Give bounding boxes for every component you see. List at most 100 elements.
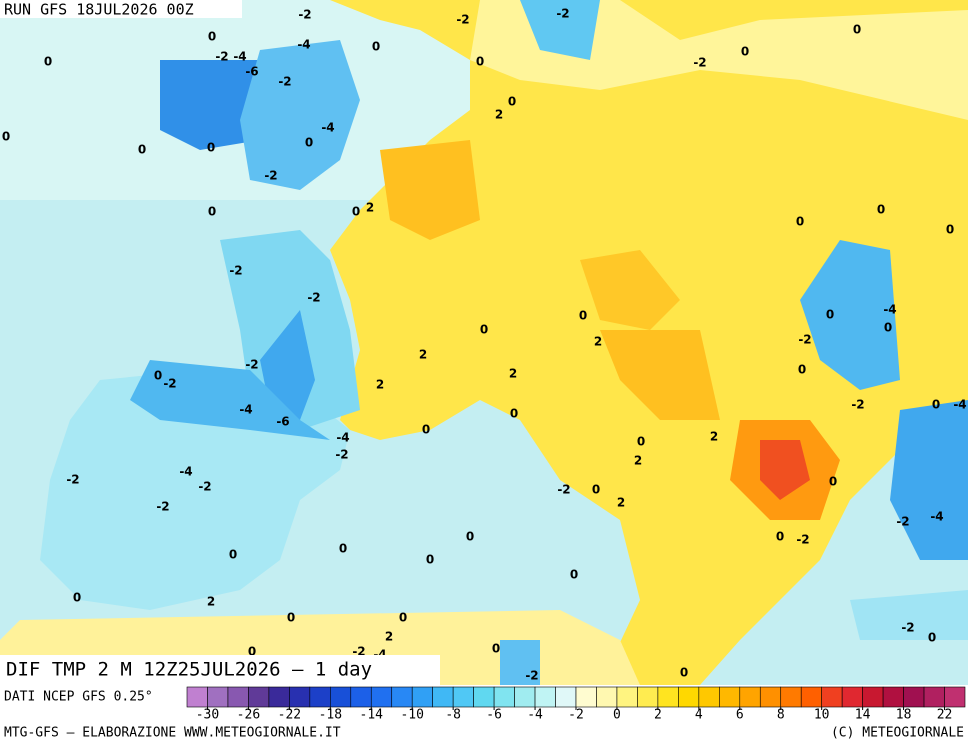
legend-tick-label: -10	[400, 708, 423, 723]
contour-label: -6	[245, 65, 258, 79]
legend-swatch	[596, 686, 618, 708]
run-label: RUN GFS 18JUL2026 00Z	[4, 1, 194, 19]
contour-label: 2	[419, 348, 427, 362]
contour-label: 0	[229, 548, 237, 562]
contour-label: 0	[579, 309, 587, 323]
legend-tick-label: 0	[613, 708, 621, 723]
contour-label: 0	[73, 591, 81, 605]
legend-swatch	[534, 686, 556, 708]
contour-label: 0	[946, 223, 954, 237]
legend-swatch	[780, 686, 802, 708]
legend-tick-label: -4	[527, 708, 543, 723]
contour-label: -4	[239, 403, 252, 417]
contour-label: -2	[163, 377, 176, 391]
contour-label: 0	[680, 666, 688, 680]
contour-label: 0	[776, 530, 784, 544]
contour-label: 0	[207, 141, 215, 155]
contour-label: 2	[366, 201, 374, 215]
legend-swatch	[882, 686, 904, 708]
contour-label: 0	[510, 407, 518, 421]
contour-label: -4	[883, 303, 896, 317]
legend-swatch	[411, 686, 433, 708]
contour-label: 0	[480, 323, 488, 337]
footer-right: (C) METEOGIORNALE	[831, 726, 964, 741]
legend-tick-label: 2	[654, 708, 662, 723]
legend-tick-label: 18	[896, 708, 912, 723]
contour-label: 0	[138, 143, 146, 157]
legend-tick-label: -2	[568, 708, 584, 723]
contour-label: -2	[798, 333, 811, 347]
contour-label: 0	[592, 483, 600, 497]
legend-swatch	[207, 686, 229, 708]
legend-swatch	[309, 686, 331, 708]
contour-label: -2	[901, 621, 914, 635]
contour-label: -4	[179, 465, 192, 479]
legend-tick-label: -18	[319, 708, 342, 723]
contour-label: 0	[426, 553, 434, 567]
legend-swatch	[739, 686, 761, 708]
contour-label: 2	[710, 430, 718, 444]
contour-label: -2	[264, 169, 277, 183]
contour-label: 0	[476, 55, 484, 69]
contour-label: 0	[853, 23, 861, 37]
contour-label: 2	[634, 454, 642, 468]
contour-label: 0	[466, 530, 474, 544]
legend-swatch	[514, 686, 536, 708]
legend-tick-label: 6	[736, 708, 744, 723]
contour-label: 0	[826, 308, 834, 322]
contour-label: 2	[376, 378, 384, 392]
contour-label: -4	[930, 510, 943, 524]
contour-label: 0	[570, 568, 578, 582]
contour-label: -2	[456, 13, 469, 27]
contour-label: 0	[44, 55, 52, 69]
contour-label: -2	[796, 533, 809, 547]
legend-swatch	[248, 686, 270, 708]
contour-label: -2	[298, 8, 311, 22]
contour-label: 0	[352, 205, 360, 219]
contour-label: -4	[953, 398, 966, 412]
legend-tick-label: -30	[196, 708, 219, 723]
legend-swatch	[923, 686, 945, 708]
map-title: DIF TMP 2 M 12Z25JUL2026 – 1 day	[6, 659, 372, 681]
contour-label: 0	[399, 611, 407, 625]
legend-swatch	[370, 686, 393, 708]
contour-label: 0	[2, 130, 10, 144]
contour-label: 0	[884, 321, 892, 335]
legend-tick-label: -14	[360, 708, 384, 723]
contour-label: -2	[307, 291, 320, 305]
legend-swatch	[637, 686, 659, 708]
contour-label: -6	[276, 415, 289, 429]
legend-tick-label: -22	[278, 708, 301, 723]
legend-tick-label: -6	[486, 708, 502, 723]
legend-swatch	[452, 686, 474, 708]
contour-label: -4	[321, 121, 334, 135]
footer-left: MTG-GFS – ELABORAZIONE WWW.METEOGIORNALE…	[4, 726, 341, 741]
contour-label: -2	[215, 50, 228, 64]
legend-swatch	[227, 686, 249, 708]
contour-label: 2	[617, 496, 625, 510]
legend-swatch	[575, 686, 597, 708]
contour-label: -2	[245, 358, 258, 372]
contour-label: 0	[877, 203, 885, 217]
header-box	[0, 0, 242, 18]
legend-swatch	[944, 686, 966, 708]
contour-label: -2	[525, 669, 538, 683]
contour-label: 0	[637, 435, 645, 449]
contour-label: 0	[829, 475, 837, 489]
legend-tick-label: -26	[237, 708, 260, 723]
contour-label: -4	[297, 38, 310, 52]
contour-label: 0	[208, 205, 216, 219]
map-background	[0, 0, 968, 685]
contour-label: 0	[796, 215, 804, 229]
contour-label: 0	[339, 542, 347, 556]
contour-label: -2	[66, 473, 79, 487]
legend-swatch	[186, 686, 208, 708]
contour-label: 0	[372, 40, 380, 54]
legend-tick-label: -8	[445, 708, 461, 723]
legend-swatch	[841, 686, 863, 708]
contour-label: 2	[509, 367, 517, 381]
data-source: DATI NCEP GFS 0.25°	[4, 690, 153, 705]
title-box	[0, 655, 440, 685]
